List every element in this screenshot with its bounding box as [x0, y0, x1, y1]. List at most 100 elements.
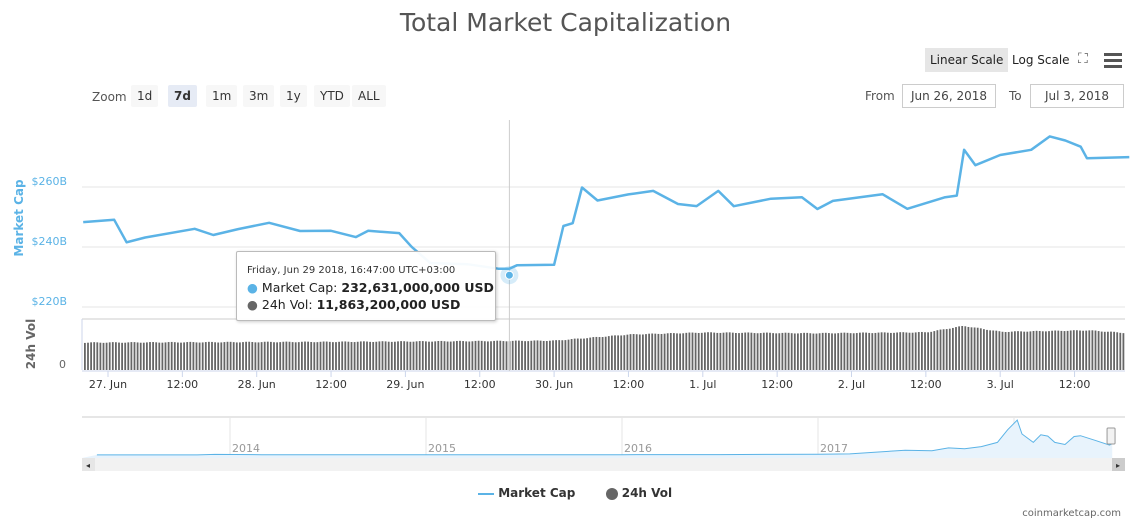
- volume-bar: [914, 332, 917, 370]
- volume-bar: [449, 341, 452, 370]
- volume-bar: [397, 341, 399, 370]
- zoom-1m-button[interactable]: 1m: [206, 85, 238, 107]
- zoom-1y-button[interactable]: 1y: [280, 85, 307, 107]
- fullscreen-icon[interactable]: ⛶: [1078, 51, 1088, 67]
- scrollbar-track[interactable]: [82, 458, 1125, 471]
- volume-bar: [1057, 330, 1060, 370]
- volume-bar: [1051, 330, 1053, 370]
- volume-bar: [490, 341, 492, 370]
- volume-bar: [952, 327, 954, 370]
- volume-bar: [245, 341, 247, 370]
- y-tick-label: $220B: [31, 295, 67, 308]
- scrollbar-right-button[interactable]: [1112, 458, 1125, 471]
- volume-bar: [93, 342, 96, 370]
- volume-bar: [87, 342, 89, 370]
- volume-bar: [558, 340, 561, 370]
- navigator-handle[interactable]: [1106, 427, 1116, 445]
- volume-bar: [279, 342, 282, 370]
- y-axis-title-volume: 24h Vol: [24, 319, 38, 369]
- tooltip-market-cap-label: Market Cap:: [261, 280, 338, 295]
- x-tick-label: 12:00: [761, 378, 793, 391]
- volume-bar: [511, 340, 514, 370]
- volume-bar: [580, 338, 582, 370]
- volume-bar: [973, 327, 976, 370]
- volume-bar: [549, 340, 551, 370]
- volume-bar: [375, 341, 378, 370]
- volume-bar: [1045, 331, 1047, 370]
- volume-bar: [301, 341, 303, 370]
- zoom-1d-button[interactable]: 1d: [131, 85, 159, 107]
- volume-bar: [84, 342, 86, 370]
- volume-bar: [1035, 330, 1038, 370]
- volume-bar: [177, 342, 179, 370]
- volume-bar: [394, 341, 396, 370]
- volume-bar: [505, 341, 508, 370]
- scrollbar-left-button[interactable]: [82, 458, 95, 471]
- volume-bar: [1116, 332, 1119, 370]
- volume-bar: [731, 332, 734, 370]
- volume-bar: [105, 342, 108, 370]
- volume-bar: [514, 340, 517, 370]
- volume-bar: [186, 342, 189, 370]
- navigator-area: [82, 420, 1113, 458]
- log-scale-button[interactable]: Log Scale: [1012, 53, 1070, 67]
- volume-bar: [787, 332, 790, 370]
- from-date-input[interactable]: Jun 26, 2018: [902, 84, 996, 108]
- y-tick-label: $260B: [31, 175, 67, 188]
- volume-bar: [108, 342, 111, 370]
- volume-bar: [849, 333, 852, 370]
- volume-bar: [266, 341, 269, 370]
- volume-bar: [257, 342, 260, 370]
- volume-bar: [589, 337, 592, 370]
- y-tick-label-volume: 0: [59, 358, 66, 371]
- volume-bar: [384, 341, 387, 370]
- volume-bar: [161, 342, 164, 370]
- volume-bar: [1119, 332, 1122, 370]
- volume-bar: [828, 333, 830, 370]
- to-date-input[interactable]: Jul 3, 2018: [1030, 84, 1124, 108]
- volume-bar: [90, 342, 92, 370]
- volume-bar: [229, 341, 232, 370]
- volume-bar: [1072, 330, 1075, 370]
- volume-bar: [425, 341, 427, 370]
- zoom-ytd-button[interactable]: YTD: [314, 85, 350, 107]
- linear-scale-button[interactable]: Linear Scale: [925, 48, 1009, 72]
- volume-bar: [363, 341, 365, 370]
- tooltip-market-cap-value: 232,631,000,000 USD: [341, 280, 494, 295]
- volume-bar: [567, 339, 570, 370]
- volume-bar: [741, 332, 743, 370]
- volume-bar: [282, 341, 285, 370]
- volume-bar: [121, 342, 123, 370]
- volume-bar: [803, 332, 805, 370]
- volume-bar: [223, 342, 226, 370]
- y-axis-title-market-cap: Market Cap: [12, 179, 26, 257]
- zoom-3m-button[interactable]: 3m: [243, 85, 275, 107]
- volume-bar: [654, 333, 657, 370]
- to-label: To: [1009, 89, 1022, 103]
- hamburger-menu-icon[interactable]: [1104, 53, 1122, 68]
- volume-bar: [939, 329, 942, 370]
- volume-bar: [859, 332, 861, 370]
- x-tick-label: 2. Jul: [838, 378, 865, 391]
- volume-bar: [195, 342, 198, 370]
- volume-bar: [948, 328, 951, 370]
- volume-bar: [865, 332, 867, 370]
- legend-item-market-cap[interactable]: Market Cap: [478, 486, 575, 500]
- volume-bar: [911, 332, 914, 370]
- volume-bar: [356, 341, 359, 370]
- volume-bar: [124, 342, 127, 370]
- volume-bar: [1010, 331, 1013, 370]
- volume-bar: [496, 340, 499, 370]
- zoom-7d-button[interactable]: 7d: [168, 85, 197, 107]
- legend-item-24h-vol[interactable]: 24h Vol: [605, 486, 672, 500]
- credit-link[interactable]: coinmarketcap.com: [1022, 508, 1121, 519]
- volume-bar: [164, 342, 167, 370]
- volume-bar: [111, 342, 114, 370]
- volume-bar: [1029, 331, 1032, 370]
- volume-bar: [722, 332, 725, 370]
- zoom-all-button[interactable]: ALL: [352, 85, 386, 107]
- volume-bar: [775, 333, 778, 370]
- volume-bar: [477, 340, 480, 370]
- volume-bar: [465, 341, 468, 370]
